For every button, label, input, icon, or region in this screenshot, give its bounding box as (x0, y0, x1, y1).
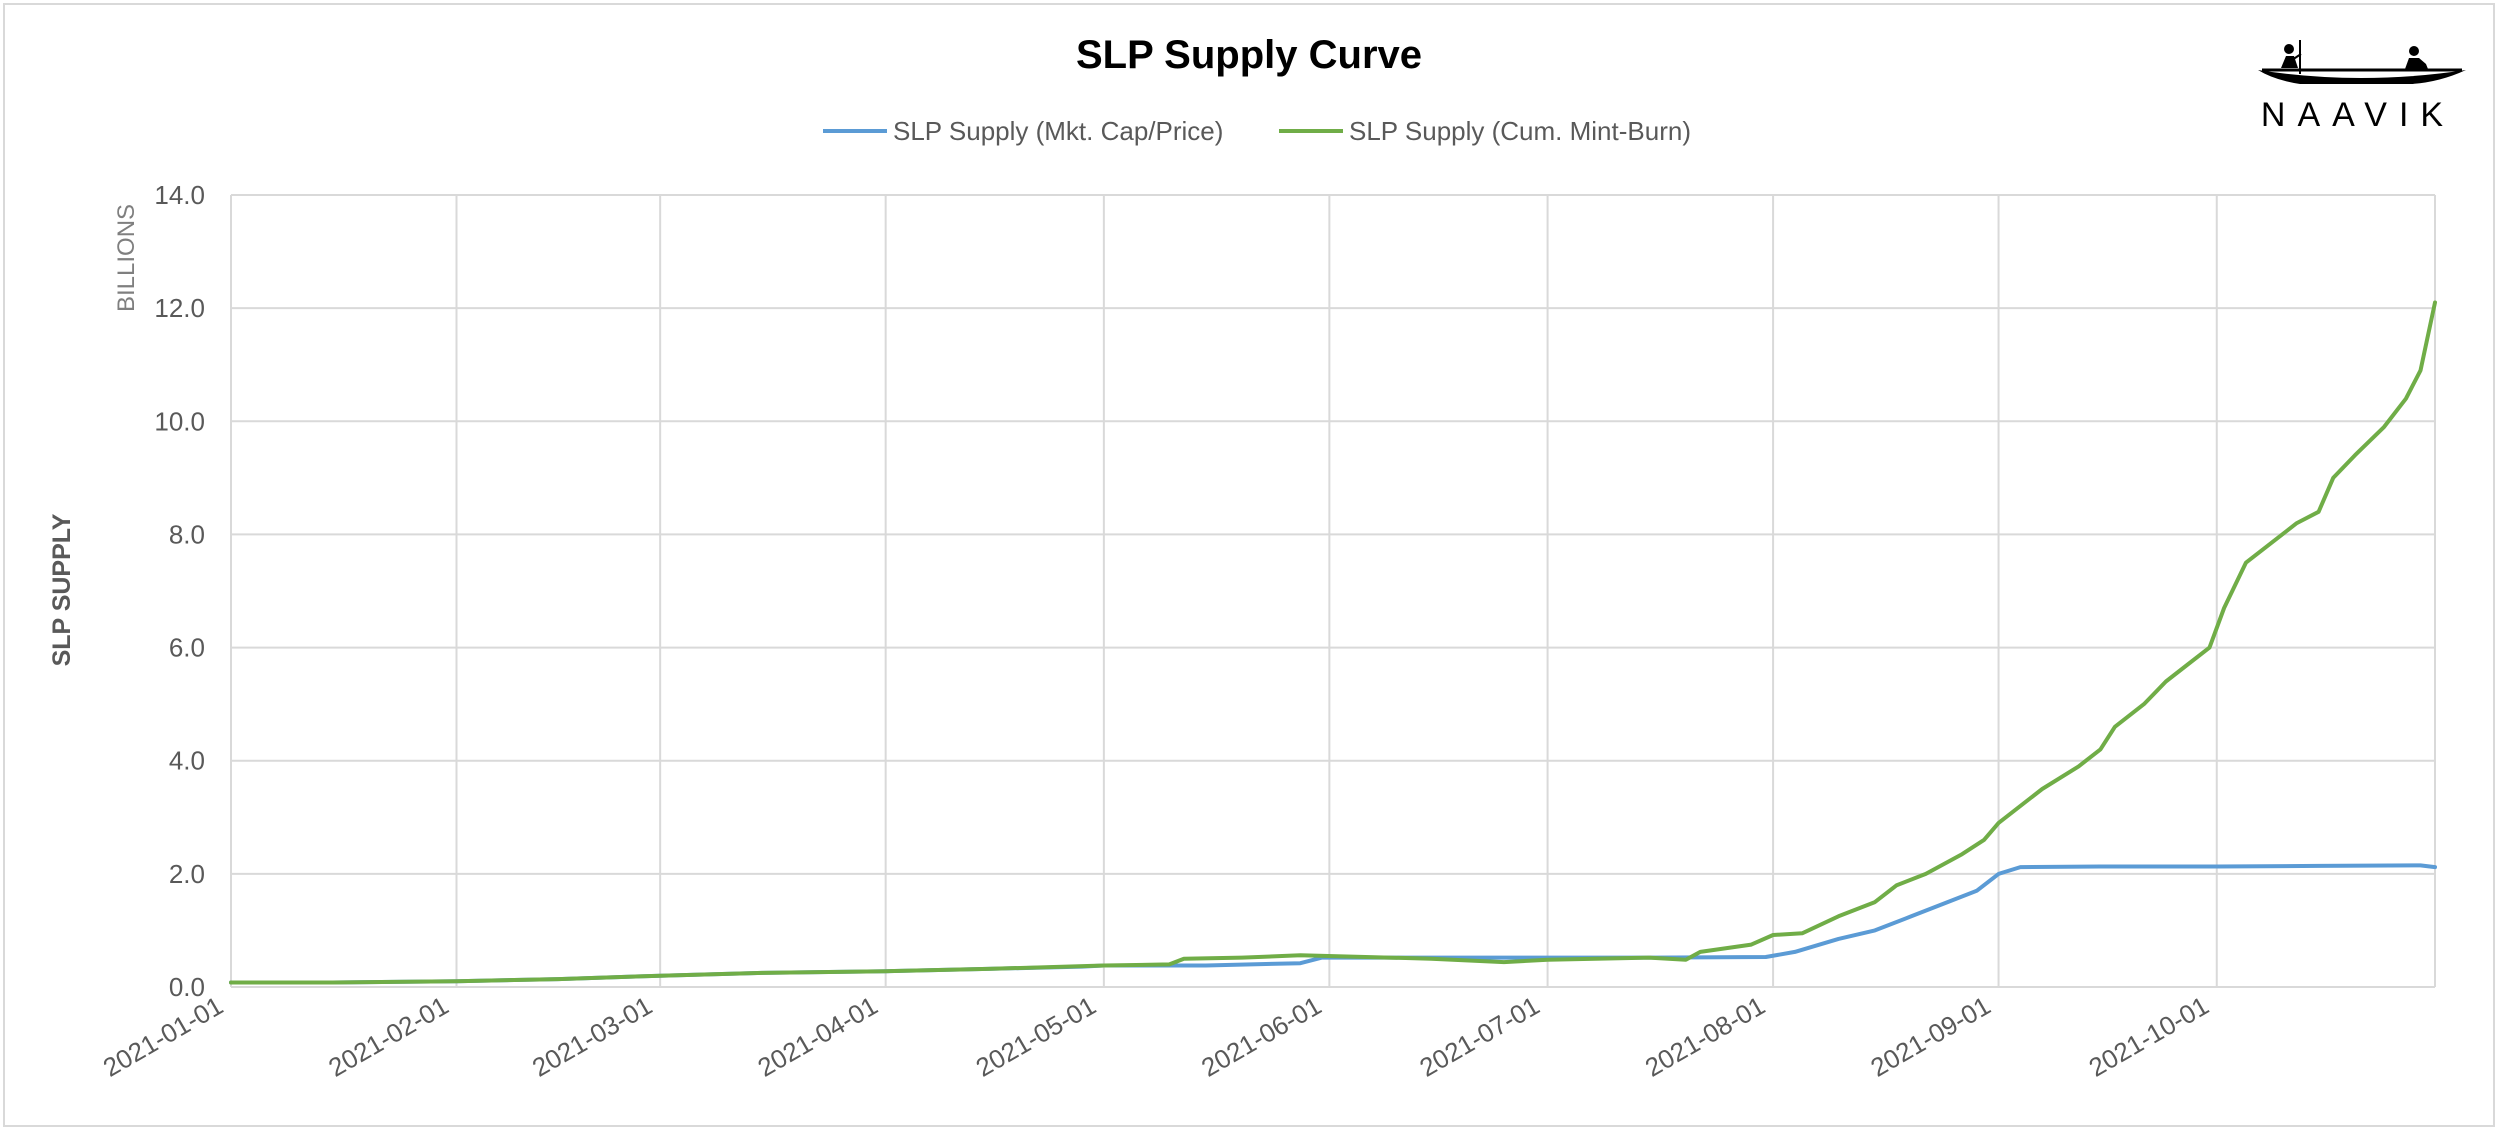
y-axis-title: SLP SUPPLY (48, 513, 76, 666)
x-tick-label: 2021-08-01 (1640, 990, 1770, 1082)
x-tick-label: 2021-03-01 (527, 990, 657, 1082)
x-tick-labels: 2021-01-01 2021-02-01 2021-03-01 2021-04-01… (98, 990, 2214, 1082)
x-tick-label: 2021-09-01 (1865, 990, 1995, 1082)
boat-icon (2258, 40, 2466, 84)
y-tick-label: 8.0 (169, 519, 205, 549)
x-tick-label: 2021-01-01 (98, 990, 228, 1082)
y-tick-label: 12.0 (154, 293, 205, 323)
logo-text: NAAVIK (2261, 96, 2455, 134)
y-tick-label: 2.0 (169, 859, 205, 889)
y-tick-label: 14.0 (154, 180, 205, 210)
series-line-mint-burn (231, 303, 2435, 983)
y-tick-label: 4.0 (169, 746, 205, 776)
series-line-mkt-cap (231, 865, 2435, 982)
y-tick-labels: 0.02.04.06.08.010.012.014.0 (154, 180, 205, 1002)
chart-title: SLP Supply Curve (1076, 33, 1422, 77)
legend-item-mint-burn[interactable]: SLP Supply (Cum. Mint-Burn) (1279, 116, 1691, 146)
series-layer (231, 303, 2435, 983)
x-tick-label: 2021-07-01 (1414, 990, 1544, 1082)
legend: SLP Supply (Mkt. Cap/Price) SLP Supply (… (823, 116, 1691, 146)
naavik-logo: NAAVIK (2258, 40, 2466, 134)
y-tick-label: 6.0 (169, 633, 205, 663)
x-tick-label: 2021-10-01 (2084, 990, 2214, 1082)
legend-label-mkt-cap: SLP Supply (Mkt. Cap/Price) (893, 116, 1223, 146)
x-tick-label: 2021-06-01 (1196, 990, 1326, 1082)
x-tick-label: 2021-05-01 (971, 990, 1101, 1082)
x-tick-label: 2021-02-01 (323, 990, 453, 1082)
y-axis-unit-label: BILLIONS (113, 204, 140, 312)
legend-item-mkt-cap[interactable]: SLP Supply (Mkt. Cap/Price) (823, 116, 1223, 146)
y-tick-label: 10.0 (154, 406, 205, 436)
legend-label-mint-burn: SLP Supply (Cum. Mint-Burn) (1349, 116, 1691, 146)
x-tick-label: 2021-04-01 (752, 990, 882, 1082)
